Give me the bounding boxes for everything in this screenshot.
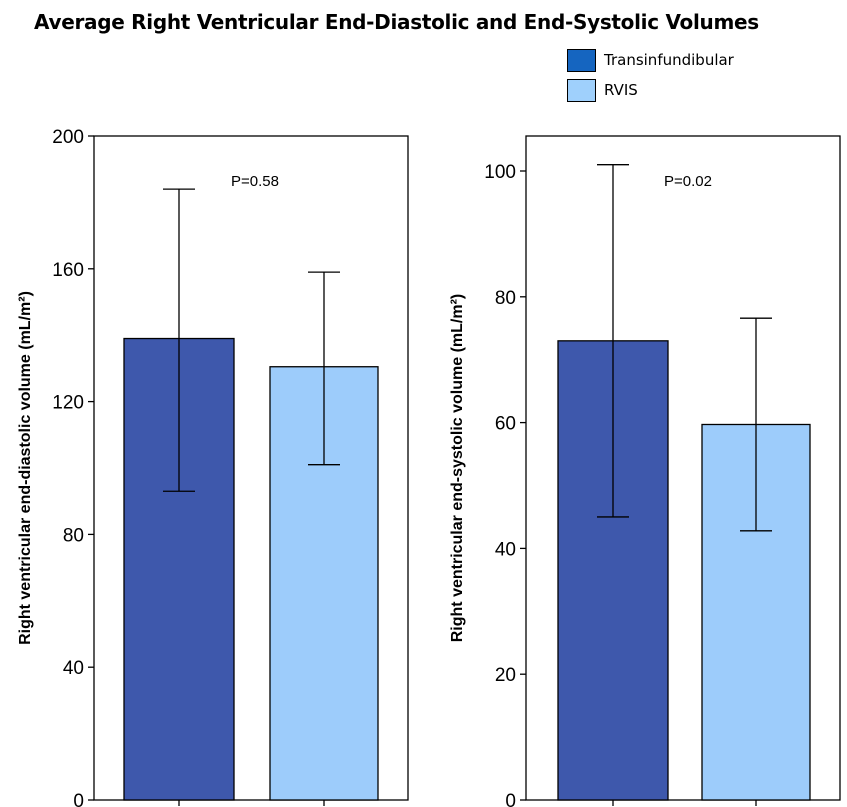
y-tick-label-diastolic: 40 (63, 658, 84, 679)
p-value-annotation-systolic: P=0.02 (664, 173, 712, 190)
legend-swatch-transinfundibular (567, 48, 596, 72)
legend-label-transinfundibular: Transinfundibular (604, 51, 734, 69)
plot-frame-systolic (525, 135, 841, 801)
chart-title: Average Right Ventricular End-Diastolic … (34, 10, 759, 34)
y-tick-label-diastolic: 80 (63, 525, 84, 546)
plot-frame-diastolic (93, 135, 409, 801)
legend-item-transinfundibular: Transinfundibular (567, 45, 734, 75)
y-axis-label-diastolic: Right ventricular end-diastolic volume (… (17, 291, 34, 645)
y-axis-label-systolic: Right ventricular end-systolic volume (m… (449, 294, 466, 643)
y-tick-label-diastolic: 200 (52, 127, 84, 148)
y-tick-label-systolic: 60 (495, 414, 516, 435)
y-tick-label-systolic: 80 (495, 288, 516, 309)
p-value-annotation-diastolic: P=0.58 (231, 173, 279, 190)
y-tick-label-systolic: 40 (495, 539, 516, 560)
y-tick-label-diastolic: 120 (52, 393, 84, 414)
legend-item-rvis: RVIS (567, 75, 734, 105)
legend-label-rvis: RVIS (604, 81, 638, 99)
y-tick-label-systolic: 0 (505, 791, 516, 807)
y-tick-label-systolic: 20 (495, 665, 516, 686)
legend-swatch-rvis (567, 78, 596, 102)
legend: Transinfundibular RVIS (567, 45, 734, 105)
y-tick-label-diastolic: 0 (73, 791, 84, 807)
y-tick-label-diastolic: 160 (52, 260, 84, 281)
y-tick-label-systolic: 100 (484, 162, 516, 183)
